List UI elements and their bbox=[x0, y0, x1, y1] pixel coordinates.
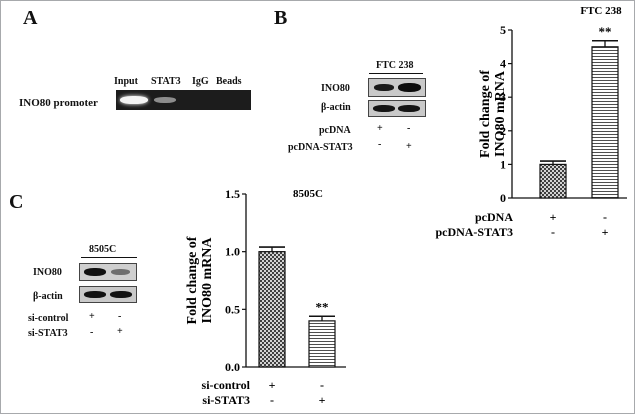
chart-c-treatment-label: si-STAT3 bbox=[202, 393, 250, 407]
blot-b-ino80-strip bbox=[368, 78, 426, 97]
blot-c-sign: + bbox=[117, 326, 123, 337]
chart-b-treatment-sign: + bbox=[550, 210, 557, 224]
chart-b-treatment-sign: - bbox=[603, 210, 607, 224]
blot-c-ino80-band-2 bbox=[111, 269, 130, 275]
chart-b-treatment-sign: + bbox=[602, 225, 609, 239]
blot-c-row-actin: β-actin bbox=[33, 291, 63, 302]
chart-c-y-tick-label: 0.5 bbox=[225, 302, 240, 316]
chart-b-y-tick-label: 3 bbox=[500, 90, 506, 104]
blot-c-actin-band-1 bbox=[84, 291, 106, 298]
chart-c-treatment-sign: + bbox=[319, 393, 326, 407]
chart-b-y-label: Fold change ofINO80 mRNA bbox=[478, 70, 508, 158]
chart-b-significance: ** bbox=[599, 24, 612, 39]
panel-b-letter: B bbox=[274, 7, 288, 29]
chart-b-y-tick-label: 2 bbox=[500, 124, 506, 138]
chart-c-bar-1 bbox=[258, 251, 286, 368]
blot-c-row-ino80: INO80 bbox=[33, 267, 62, 278]
blot-b-actin-band-2 bbox=[398, 105, 420, 112]
chart-c-y-tick-label: 0.0 bbox=[225, 360, 240, 374]
blot-b-sign: + bbox=[377, 123, 383, 134]
chart-b-treatment-label: pcDNA-STAT3 bbox=[435, 225, 513, 239]
blot-b-row-ino80: INO80 bbox=[321, 83, 350, 94]
gel-band-input bbox=[120, 96, 148, 104]
blot-c-ino80-strip bbox=[79, 263, 137, 281]
chart-c-treatment-sign: - bbox=[270, 393, 274, 407]
lane-label-beads: Beads bbox=[216, 76, 242, 87]
blot-b-ino80-band-1 bbox=[374, 84, 394, 91]
lane-label-igg: IgG bbox=[192, 76, 209, 87]
chart-c-treatment-sign: - bbox=[320, 378, 324, 392]
blot-c-sign: - bbox=[90, 327, 94, 338]
blot-b-row-actin: β-actin bbox=[321, 102, 351, 113]
blot-b-title: FTC 238 bbox=[376, 60, 414, 71]
blot-c-treatment-1: si-control bbox=[28, 313, 69, 324]
blot-c-treatment-2: si-STAT3 bbox=[28, 328, 68, 339]
blot-c-sign: - bbox=[118, 311, 122, 322]
chart-b-plot: 0 1 2 3 4 5 FTC 238 Fold change ofINO80 mRNA ** p… bbox=[435, 5, 627, 239]
chart-b-bar-1 bbox=[539, 163, 567, 199]
blot-b-sign: - bbox=[407, 123, 411, 134]
blot-c-actin-strip bbox=[79, 286, 137, 303]
chart-c-treatment-label: si-control bbox=[202, 378, 251, 392]
blot-c-title: 8505C bbox=[89, 244, 117, 255]
chart-c-treatment-sign: + bbox=[269, 378, 276, 392]
blot-b-actin-strip bbox=[368, 100, 426, 117]
blot-c-ino80-band-1 bbox=[84, 268, 106, 276]
chart-b-treatment-sign: - bbox=[551, 225, 555, 239]
chart-b-y-tick-label: 5 bbox=[500, 23, 506, 37]
blot-b-title-underline bbox=[369, 73, 423, 74]
blot-c-actin-band-2 bbox=[110, 291, 132, 298]
chart-b-treatment-label: pcDNA bbox=[475, 210, 513, 224]
chart-c-y-tick-label: 1.5 bbox=[225, 187, 240, 201]
promoter-row-label: INO80 promoter bbox=[19, 97, 98, 109]
blot-b-actin-band-1 bbox=[373, 105, 395, 112]
lane-label-stat3: STAT3 bbox=[151, 76, 181, 87]
chart-c-y-label: Fold change ofINO80 mRNA bbox=[185, 236, 215, 324]
blot-b-treatment-2: pcDNA-STAT3 bbox=[288, 142, 353, 153]
chart-b-title: FTC 238 bbox=[580, 5, 622, 17]
panel-a-letter: A bbox=[23, 7, 38, 29]
blot-c-title-underline bbox=[81, 257, 137, 258]
blot-b-treatment-1: pcDNA bbox=[319, 125, 351, 136]
chart-c-significance: ** bbox=[316, 299, 329, 314]
gel-band-stat3 bbox=[154, 97, 176, 103]
chart-c-y-tick-label: 1.0 bbox=[225, 245, 240, 259]
chip-pcr-gel bbox=[116, 90, 251, 110]
chart-b-y-tick-label: 0 bbox=[500, 191, 506, 205]
chart-c-bar-2 bbox=[308, 320, 336, 368]
chart-c-plot: 0.0 0.5 1.0 1.5 8505C Fold change ofINO80 mRN… bbox=[185, 187, 346, 407]
blot-b-ino80-band-2 bbox=[398, 83, 421, 92]
chart-b-y-tick-label: 4 bbox=[500, 57, 506, 71]
chart-b-y-tick-label: 1 bbox=[500, 157, 506, 171]
chart-c-title: 8505C bbox=[293, 188, 323, 200]
panel-c-letter: C bbox=[9, 191, 24, 213]
blot-c-sign: + bbox=[89, 311, 95, 322]
lane-label-input: Input bbox=[114, 76, 138, 87]
blot-b-sign: + bbox=[406, 141, 412, 152]
blot-b-sign: - bbox=[378, 139, 382, 150]
